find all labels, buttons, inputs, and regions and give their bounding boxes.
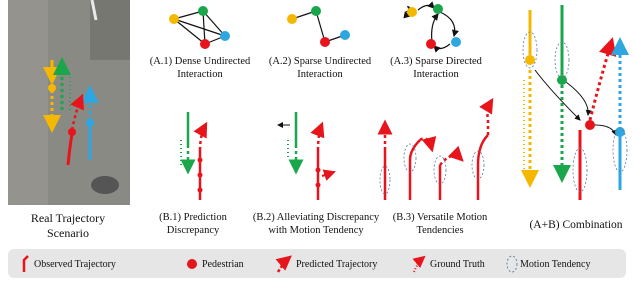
panel-b3 bbox=[380, 100, 492, 200]
graph-dense bbox=[169, 6, 230, 49]
legend-label: Observed Trajectory bbox=[34, 259, 116, 270]
shape bbox=[615, 127, 625, 137]
shape bbox=[287, 14, 297, 24]
panel-combination bbox=[523, 5, 627, 200]
shape bbox=[566, 82, 588, 115]
shape bbox=[590, 40, 612, 120]
shape bbox=[198, 173, 203, 178]
shape bbox=[316, 183, 321, 188]
shape bbox=[525, 55, 535, 65]
shape bbox=[316, 168, 321, 173]
shape bbox=[220, 31, 230, 41]
shape bbox=[557, 75, 567, 85]
caption-line: (B.1) Prediction bbox=[159, 212, 227, 223]
graph-sparse bbox=[287, 6, 350, 47]
shape bbox=[169, 14, 179, 24]
captions: (A.1) Dense Undirected Interaction (A.2) … bbox=[150, 56, 623, 236]
shape bbox=[410, 140, 420, 200]
shape bbox=[311, 6, 321, 16]
shape bbox=[440, 156, 462, 165]
legend-label: Predicted Trajectory bbox=[296, 259, 377, 270]
caption-line: (A.1) Dense Undirected bbox=[150, 56, 251, 67]
legend: Observed Trajectory Pedestrian Predicted… bbox=[8, 249, 626, 278]
shape bbox=[200, 124, 206, 150]
panel-b1 bbox=[181, 112, 206, 200]
shape bbox=[68, 128, 76, 136]
shape bbox=[174, 19, 205, 44]
graph-directed bbox=[405, 4, 461, 49]
shape bbox=[380, 144, 484, 194]
legend-label: Ground Truth bbox=[430, 259, 485, 270]
caption: (A.2) Sparse Undirected Interaction bbox=[269, 56, 372, 80]
shape bbox=[420, 138, 432, 150]
caption: (A+B) Combination bbox=[529, 219, 622, 231]
shape bbox=[407, 7, 417, 17]
figure: Real TrajectoryScenario (A.1) Dense Undi… bbox=[0, 0, 634, 281]
caption-line: Interaction bbox=[413, 69, 459, 80]
shape bbox=[320, 37, 330, 47]
shape bbox=[340, 30, 350, 40]
shape bbox=[488, 100, 493, 135]
shape bbox=[440, 12, 455, 36]
shape bbox=[585, 120, 595, 130]
caption: (A.1) Dense Undirected Interaction bbox=[150, 56, 251, 80]
caption: (B.3) Versatile Motion Tendencies bbox=[393, 212, 488, 236]
legend-label: Pedestrian bbox=[202, 259, 244, 270]
shape bbox=[91, 176, 119, 194]
caption-line: (B.3) Versatile Motion bbox=[393, 212, 488, 223]
shape bbox=[322, 172, 334, 176]
shape bbox=[433, 4, 443, 14]
shape bbox=[535, 70, 580, 120]
caption-line: (A.2) Sparse Undirected bbox=[269, 56, 372, 67]
shape bbox=[535, 70, 616, 135]
shape bbox=[595, 125, 616, 135]
caption-line: (A.3) Sparse Directed bbox=[390, 56, 483, 67]
caption-line: Interaction bbox=[297, 69, 343, 80]
shape bbox=[200, 39, 210, 49]
caption-line: Discrepancy bbox=[167, 225, 220, 236]
caption-line: Real Trajectory bbox=[31, 211, 105, 225]
shape bbox=[8, 0, 48, 205]
caption-line: Interaction bbox=[177, 69, 223, 80]
caption: (B.2) Alleviating Discrepancy with Motion… bbox=[253, 212, 380, 236]
shape bbox=[198, 188, 203, 193]
shape bbox=[90, 0, 130, 60]
caption: (A.3) Sparse Directed Interaction bbox=[390, 56, 483, 80]
caption-line: (B.2) Alleviating Discrepancy bbox=[253, 212, 380, 223]
shape bbox=[48, 84, 56, 92]
caption-line: Tendencies bbox=[416, 225, 463, 236]
shape bbox=[86, 119, 94, 127]
shape bbox=[451, 37, 461, 47]
scenario-photo bbox=[8, 0, 130, 205]
caption: (B.1) Prediction Discrepancy bbox=[159, 212, 227, 236]
shape bbox=[478, 135, 488, 200]
shape bbox=[432, 14, 438, 42]
shape bbox=[318, 124, 322, 150]
legend-label: Motion Tendency bbox=[520, 259, 591, 270]
shape bbox=[418, 5, 434, 10]
shape bbox=[198, 158, 203, 163]
panel-b2 bbox=[278, 112, 334, 200]
shape bbox=[426, 39, 436, 49]
shape bbox=[434, 44, 450, 49]
shape bbox=[198, 6, 208, 16]
caption-line: Scenario bbox=[47, 226, 89, 240]
shape bbox=[187, 259, 197, 269]
shape bbox=[523, 32, 627, 192]
caption-line: with Motion Tendency bbox=[268, 225, 364, 236]
